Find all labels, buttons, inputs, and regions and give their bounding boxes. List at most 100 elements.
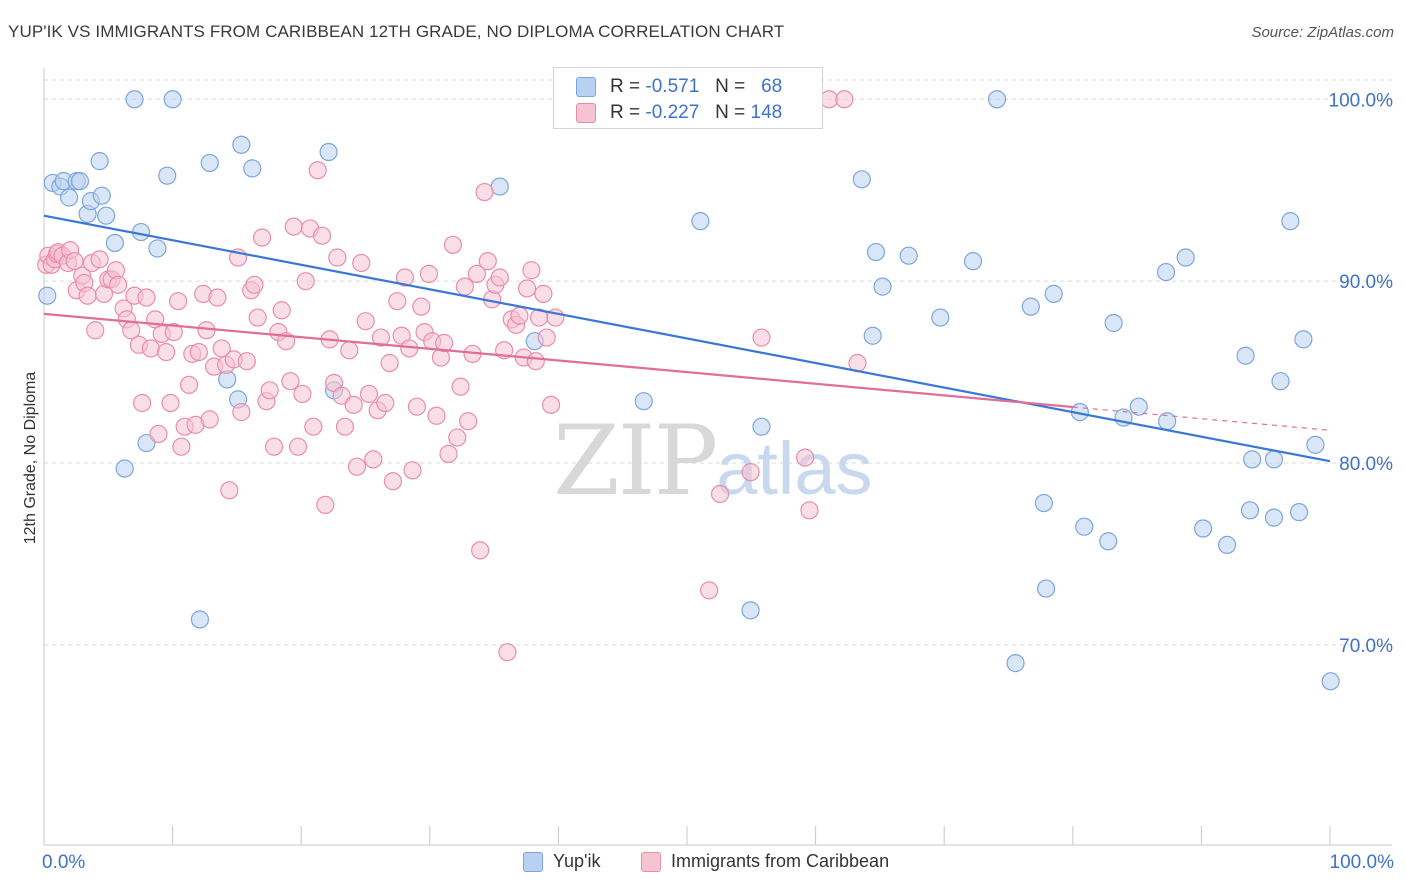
stats-swatch-caribbean — [576, 103, 596, 123]
point-caribbean — [459, 412, 478, 431]
point-caribbean — [471, 541, 490, 560]
point-caribbean — [316, 495, 335, 514]
stats-swatch-yupik — [576, 77, 596, 97]
point-caribbean — [427, 406, 446, 425]
point-yupik — [115, 459, 134, 478]
point-caribbean — [403, 461, 422, 480]
y-tick-label: 80.0% — [1339, 454, 1393, 475]
point-caribbean — [304, 417, 323, 436]
point-yupik — [1129, 397, 1148, 416]
point-caribbean — [335, 417, 355, 436]
legend-label-yupik: Yup'ik — [553, 851, 601, 871]
stats-r-value: -0.571 — [645, 76, 700, 97]
point-caribbean — [137, 288, 156, 307]
point-yupik — [200, 153, 219, 173]
y-tick-label: 100.0% — [1329, 90, 1394, 111]
point-yupik — [931, 308, 950, 327]
stats-row-yupik: R = -0.571 N = 68 — [576, 74, 782, 100]
trendline-yupik — [43, 214, 1331, 463]
stats-n-label: N = — [715, 76, 746, 97]
point-caribbean — [752, 328, 771, 347]
point-caribbean — [467, 264, 486, 283]
point-yupik — [899, 246, 918, 265]
point-caribbean — [526, 352, 545, 371]
point-yupik — [1236, 346, 1255, 365]
point-caribbean — [439, 444, 458, 464]
point-caribbean — [208, 288, 227, 307]
x-tick-label-max: 100.0% — [1329, 852, 1394, 873]
point-caribbean — [498, 643, 517, 662]
point-caribbean — [710, 484, 730, 504]
point-caribbean — [248, 308, 267, 327]
point-caribbean — [388, 292, 407, 311]
point-caribbean — [700, 581, 719, 600]
point-yupik — [1156, 262, 1176, 282]
point-yupik — [59, 188, 79, 207]
point-caribbean — [281, 372, 300, 391]
point-caribbean — [109, 275, 128, 294]
point-caribbean — [383, 472, 403, 491]
x-tick-label-min: 0.0% — [42, 852, 86, 873]
point-caribbean — [133, 393, 152, 413]
point-caribbean — [312, 226, 332, 245]
point-yupik — [1240, 501, 1260, 520]
y-tick-label: 70.0% — [1339, 636, 1393, 657]
point-caribbean — [340, 341, 359, 360]
point-caribbean — [232, 403, 251, 422]
point-caribbean — [448, 428, 467, 447]
stats-legend: R = -0.571 N = 68 R = -0.227 N = 148 — [553, 67, 823, 129]
point-caribbean — [296, 272, 315, 291]
legend-item-caribbean[interactable]: Immigrants from Caribbean — [641, 851, 889, 872]
point-yupik — [38, 286, 57, 305]
point-caribbean — [272, 301, 291, 320]
point-caribbean — [264, 437, 284, 456]
point-yupik — [1034, 493, 1053, 513]
point-caribbean — [293, 384, 312, 404]
point-yupik — [987, 90, 1007, 109]
point-yupik — [1281, 212, 1300, 231]
y-tick-label: 90.0% — [1339, 272, 1393, 293]
trendline-caribbean — [43, 312, 1073, 409]
watermark-zip: ZIP — [553, 405, 718, 517]
point-caribbean — [451, 377, 470, 396]
legend-swatch-yupik — [523, 851, 543, 872]
point-caribbean — [347, 457, 367, 476]
point-caribbean — [164, 322, 183, 342]
point-yupik — [125, 90, 144, 109]
point-caribbean — [237, 352, 256, 371]
stats-r-value: -0.227 — [645, 102, 700, 123]
point-caribbean — [308, 161, 327, 180]
point-yupik — [148, 239, 167, 258]
point-yupik — [1264, 450, 1284, 469]
point-yupik — [490, 177, 509, 196]
source-label: Source: ZipAtlas.com — [1251, 24, 1394, 41]
point-caribbean — [380, 353, 399, 373]
point-caribbean — [65, 252, 84, 271]
point-caribbean — [490, 268, 509, 287]
point-caribbean — [510, 306, 529, 325]
point-yupik — [873, 277, 892, 296]
point-caribbean — [352, 253, 371, 273]
point-caribbean — [475, 182, 494, 202]
stats-n-label: N = — [715, 102, 746, 123]
point-yupik — [105, 233, 124, 253]
trendline-dashed-caribbean — [1072, 406, 1331, 431]
point-caribbean — [86, 321, 105, 340]
point-yupik — [1099, 532, 1118, 551]
point-yupik — [1036, 579, 1056, 598]
point-yupik — [1104, 313, 1123, 333]
point-caribbean — [200, 410, 219, 429]
point-yupik — [232, 135, 251, 154]
point-yupik — [691, 212, 710, 231]
point-caribbean — [537, 328, 556, 347]
point-yupik — [1193, 519, 1213, 538]
point-yupik — [92, 186, 111, 205]
legend-item-yupik[interactable]: Yup'ik — [523, 851, 600, 872]
stats-row-caribbean: R = -0.227 N = 148 — [576, 100, 782, 126]
point-caribbean — [344, 395, 363, 414]
point-yupik — [634, 392, 653, 411]
point-yupik — [1264, 508, 1284, 527]
point-caribbean — [288, 437, 308, 456]
point-caribbean — [819, 90, 839, 109]
